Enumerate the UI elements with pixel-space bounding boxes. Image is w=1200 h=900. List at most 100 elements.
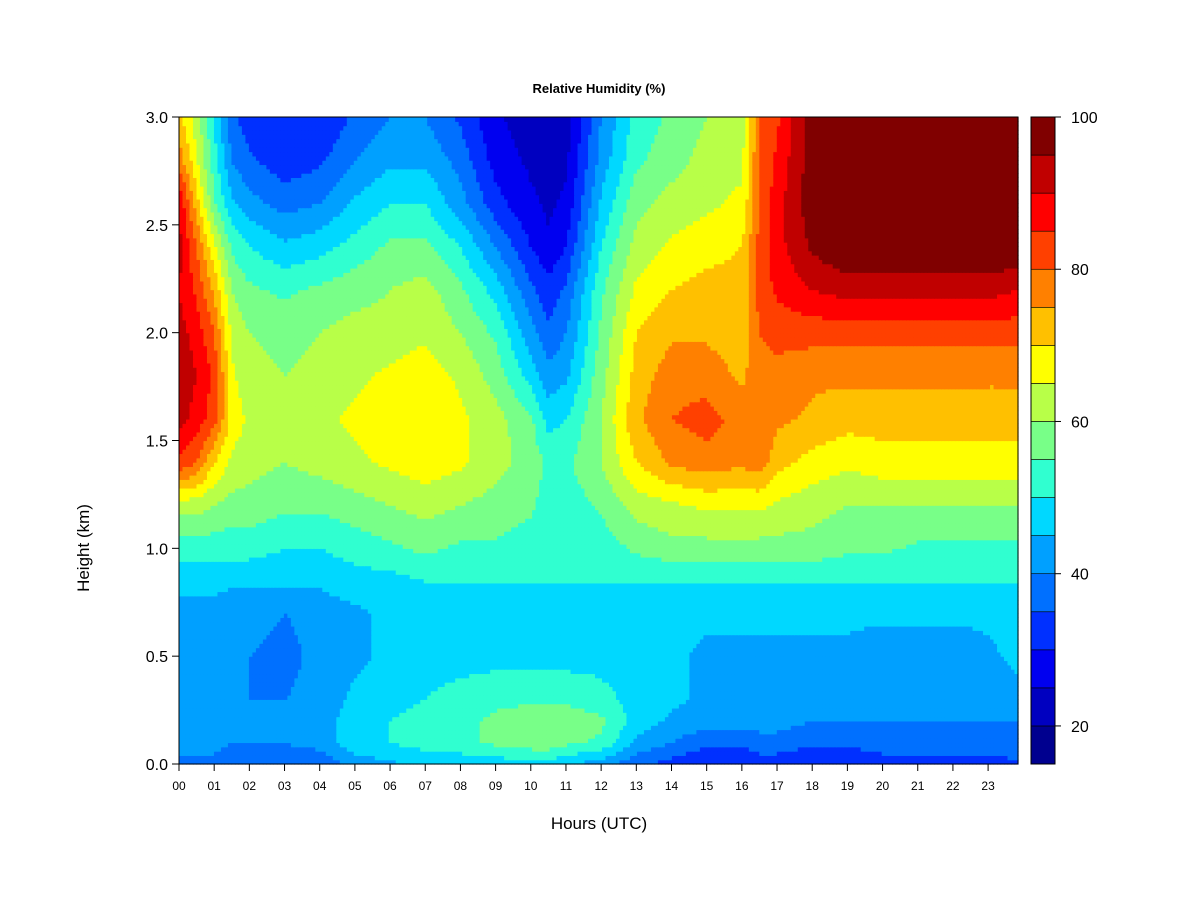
heatmap-cell xyxy=(861,734,865,739)
heatmap-cell xyxy=(766,738,770,743)
heatmap-cell xyxy=(238,738,242,743)
heatmap-cell xyxy=(263,704,267,709)
heatmap-cell xyxy=(777,708,781,713)
heatmap-cell xyxy=(948,742,952,747)
heatmap-cell xyxy=(553,747,557,752)
heatmap-cell xyxy=(249,695,253,700)
heatmap-cell xyxy=(917,742,921,747)
heatmap-cell xyxy=(466,755,470,760)
heatmap-cell xyxy=(836,712,840,717)
heatmap-cell xyxy=(462,751,466,756)
heatmap-cell xyxy=(196,717,200,722)
heatmap-cell xyxy=(231,691,235,696)
heatmap-cell xyxy=(515,708,519,713)
heatmap-cell xyxy=(396,725,400,730)
heatmap-cell xyxy=(686,738,690,743)
heatmap-cell xyxy=(878,751,882,756)
heatmap-cell xyxy=(504,742,508,747)
heatmap-cell xyxy=(242,742,246,747)
heatmap-cell xyxy=(784,721,788,726)
heatmap-cell xyxy=(952,704,956,709)
heatmap-cell xyxy=(882,695,886,700)
heatmap-cell xyxy=(640,755,644,760)
heatmap-cell xyxy=(882,751,886,756)
heatmap-cell xyxy=(794,742,798,747)
heatmap-cell xyxy=(794,755,798,760)
heatmap-cell xyxy=(672,704,676,709)
heatmap-cell xyxy=(280,704,284,709)
heatmap-cell xyxy=(938,738,942,743)
heatmap-cell xyxy=(644,738,648,743)
heatmap-cell xyxy=(578,721,582,726)
heatmap-cell xyxy=(536,721,540,726)
heatmap-cell xyxy=(221,747,225,752)
heatmap-cell xyxy=(896,699,900,704)
heatmap-cell xyxy=(280,734,284,739)
heatmap-cell xyxy=(969,738,973,743)
heatmap-cell xyxy=(917,717,921,722)
heatmap-cell xyxy=(976,751,980,756)
heatmap-cell xyxy=(966,738,970,743)
heatmap-cell xyxy=(829,725,833,730)
heatmap-cell xyxy=(619,699,623,704)
heatmap-cell xyxy=(305,738,309,743)
heatmap-cell xyxy=(249,755,253,760)
heatmap-cell xyxy=(413,742,417,747)
heatmap-cell xyxy=(529,729,533,734)
heatmap-cell xyxy=(987,747,991,752)
heatmap-cell xyxy=(924,699,928,704)
heatmap-cell xyxy=(738,708,742,713)
heatmap-cell xyxy=(745,742,749,747)
heatmap-cell xyxy=(693,712,697,717)
heatmap-cell xyxy=(805,755,809,760)
heatmap-cell xyxy=(389,729,393,734)
heatmap-cell xyxy=(903,699,907,704)
heatmap-cell xyxy=(826,742,830,747)
heatmap-cell xyxy=(179,751,183,756)
heatmap-cell xyxy=(508,708,512,713)
heatmap-cell xyxy=(490,747,494,752)
heatmap-cell xyxy=(413,717,417,722)
heatmap-cell xyxy=(490,695,494,700)
heatmap-cell xyxy=(794,695,798,700)
heatmap-cell xyxy=(347,742,351,747)
heatmap-cell xyxy=(955,729,959,734)
heatmap-cell xyxy=(550,738,554,743)
heatmap-cell xyxy=(385,721,389,726)
heatmap-cell xyxy=(469,704,473,709)
heatmap-cell xyxy=(301,699,305,704)
heatmap-cell xyxy=(196,725,200,730)
heatmap-cell xyxy=(696,729,700,734)
heatmap-cell xyxy=(183,738,187,743)
heatmap-cell xyxy=(952,742,956,747)
heatmap-cell xyxy=(672,738,676,743)
heatmap-cell xyxy=(364,738,368,743)
heatmap-cell xyxy=(994,755,998,760)
heatmap-cell xyxy=(700,742,704,747)
heatmap-cell xyxy=(787,742,791,747)
heatmap-cell xyxy=(668,699,672,704)
heatmap-cell xyxy=(791,729,795,734)
heatmap-cell xyxy=(452,699,456,704)
heatmap-cell xyxy=(375,691,379,696)
heatmap-cell xyxy=(403,712,407,717)
heatmap-cell xyxy=(616,699,620,704)
heatmap-cell xyxy=(480,729,484,734)
heatmap-cell xyxy=(749,708,753,713)
heatmap-cell xyxy=(717,712,721,717)
heatmap-cell xyxy=(990,704,994,709)
heatmap-cell xyxy=(882,725,886,730)
heatmap-cell xyxy=(343,691,347,696)
heatmap-cell xyxy=(787,704,791,709)
heatmap-cell xyxy=(941,734,945,739)
heatmap-cell xyxy=(948,704,952,709)
heatmap-cell xyxy=(714,708,718,713)
heatmap-cell xyxy=(326,742,330,747)
heatmap-cell xyxy=(578,708,582,713)
heatmap-cell xyxy=(179,721,183,726)
heatmap-cell xyxy=(228,747,232,752)
heatmap-cell xyxy=(735,695,739,700)
heatmap-cell xyxy=(347,712,351,717)
heatmap-cell xyxy=(581,717,585,722)
heatmap-cell xyxy=(843,725,847,730)
